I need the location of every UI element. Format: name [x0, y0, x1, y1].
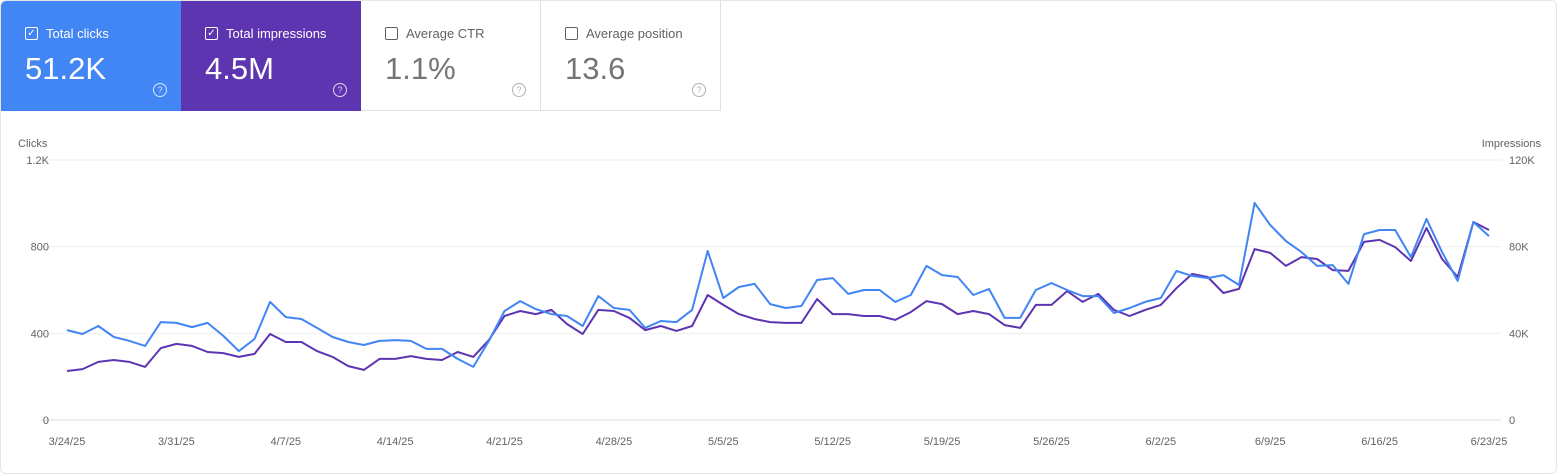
x-tick-label: 6/9/25	[1255, 436, 1286, 448]
metric-tiles: ✓ Total clicks 51.2K ? ✓ Total impressions…	[1, 1, 721, 111]
tile-label: Average CTR	[406, 26, 485, 41]
tile-average-position[interactable]: Average position 13.6 ?	[541, 1, 721, 111]
y-tick-label-left: 800	[31, 242, 49, 254]
tile-label: Average position	[586, 26, 683, 41]
help-circle-icon[interactable]: ?	[153, 83, 167, 97]
x-tick-label: 4/14/25	[377, 436, 414, 448]
y-tick-label-left: 400	[31, 328, 49, 340]
tile-label: Total clicks	[46, 26, 109, 41]
check-icon[interactable]: ✓	[25, 27, 38, 40]
tile-total-impressions[interactable]: ✓ Total impressions 4.5M ?	[181, 1, 361, 111]
tile-value: 1.1%	[385, 51, 456, 86]
y-tick-label-left: 1.2K	[26, 155, 49, 167]
y-tick-label-right: 0	[1509, 415, 1515, 427]
series-line-clicks	[66, 201, 1490, 368]
checkbox-empty-icon[interactable]	[385, 27, 398, 40]
check-icon[interactable]: ✓	[205, 27, 218, 40]
x-tick-label: 4/7/25	[270, 436, 301, 448]
x-tick-label: 3/24/25	[49, 436, 86, 448]
tile-total-clicks[interactable]: ✓ Total clicks 51.2K ?	[1, 1, 181, 111]
help-circle-icon[interactable]: ?	[512, 83, 526, 97]
x-tick-label: 4/28/25	[596, 436, 633, 448]
x-tick-label: 3/31/25	[158, 436, 195, 448]
y-axis-label-left: Clicks	[18, 138, 48, 150]
x-tick-label: 6/16/25	[1361, 436, 1398, 448]
checkbox-empty-icon[interactable]	[565, 27, 578, 40]
y-tick-label-right: 80K	[1509, 242, 1529, 254]
tile-label: Total impressions	[226, 26, 327, 41]
x-tick-label: 5/5/25	[708, 436, 739, 448]
x-tick-label: 5/26/25	[1033, 436, 1070, 448]
tile-average-ctr[interactable]: Average CTR 1.1% ?	[361, 1, 541, 111]
tile-value: 13.6	[565, 51, 626, 86]
x-tick-label: 5/12/25	[814, 436, 851, 448]
y-tick-label-right: 120K	[1509, 155, 1535, 167]
x-tick-label: 5/19/25	[924, 436, 961, 448]
y-tick-label-right: 40K	[1509, 328, 1529, 340]
y-tick-label-left: 0	[43, 415, 49, 427]
x-tick-label: 6/23/25	[1471, 436, 1508, 448]
help-circle-icon[interactable]: ?	[692, 83, 706, 97]
tile-value: 4.5M	[205, 51, 274, 86]
help-circle-icon[interactable]: ?	[333, 83, 347, 97]
tile-value: 51.2K	[25, 51, 107, 86]
x-tick-label: 6/2/25	[1146, 436, 1177, 448]
y-axis-label-right: Impressions	[1482, 138, 1542, 150]
series-line-impressions	[66, 221, 1490, 372]
x-tick-label: 4/21/25	[486, 436, 523, 448]
